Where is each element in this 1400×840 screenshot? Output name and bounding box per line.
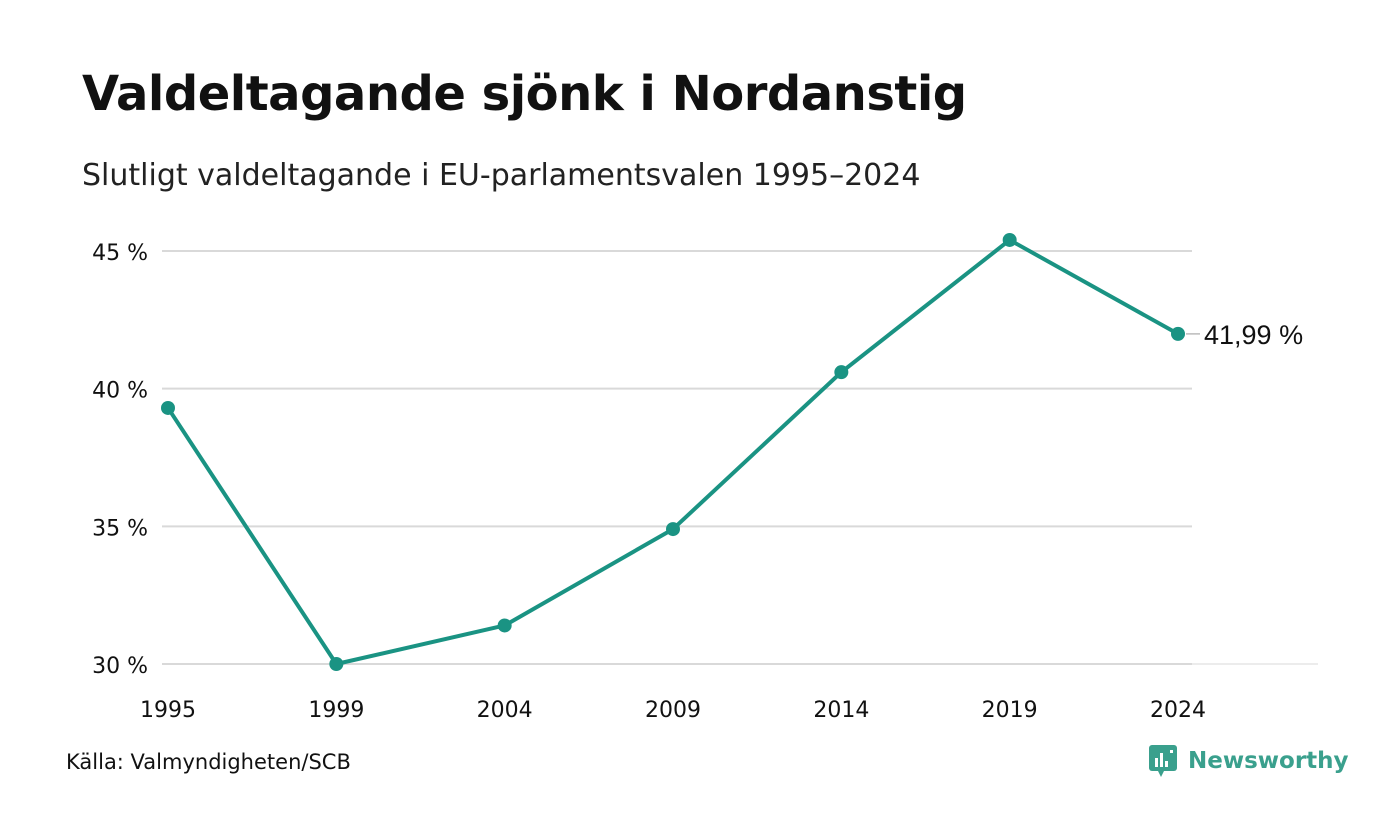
x-tick-label: 2019 — [982, 698, 1038, 723]
data-point — [1171, 326, 1185, 341]
data-point — [834, 365, 849, 380]
y-tick-label: 40 % — [92, 379, 148, 404]
series-points — [161, 232, 1185, 671]
y-tick-label: 30 % — [92, 654, 148, 679]
chart-title: Valdeltagande sjönk i Nordanstig — [82, 66, 967, 122]
chart-subtitle: Slutligt valdeltagande i EU-parlamentsva… — [82, 158, 921, 193]
x-tick-label: 2024 — [1150, 698, 1206, 723]
data-point — [329, 657, 344, 671]
last-value-label: 41,99 % — [1204, 320, 1303, 350]
data-labels: 41,99 % — [1186, 320, 1303, 350]
data-point — [161, 400, 175, 415]
y-tick-label: 35 % — [92, 516, 148, 541]
data-point — [1002, 232, 1017, 247]
source-note: Källa: Valmyndigheten/SCB — [66, 750, 351, 774]
x-tick-label: 1995 — [140, 698, 196, 723]
y-axis-ticks: 30 % 35 % 40 % 45 % — [92, 241, 148, 679]
x-tick-label: 2009 — [645, 698, 701, 723]
x-tick-label: 2014 — [813, 698, 869, 723]
y-tick-label: 45 % — [92, 241, 148, 266]
brand-logo: Newsworthy — [1148, 744, 1349, 778]
x-tick-label: 2004 — [477, 698, 533, 723]
brand-name: Newsworthy — [1188, 748, 1349, 774]
x-axis-ticks: 1995 1999 2004 2009 2014 2019 2024 — [140, 698, 1206, 723]
grid-lines — [162, 250, 1318, 665]
newsworthy-logo-icon — [1149, 745, 1177, 777]
series-line — [166, 237, 1180, 666]
data-point — [666, 522, 680, 537]
series-line-path — [166, 237, 1180, 666]
x-tick-label: 1999 — [308, 698, 364, 723]
data-point — [497, 618, 512, 633]
